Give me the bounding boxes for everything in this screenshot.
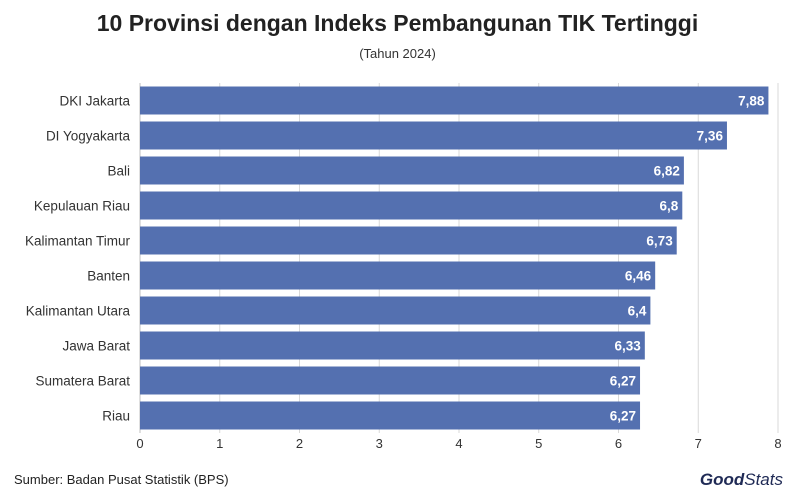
bar [140,296,651,325]
category-label: DI Yogyakarta [46,129,131,144]
x-tick-label: 1 [216,436,223,451]
category-label: Kepulauan Riau [34,199,130,214]
data-label: 6,46 [625,269,652,284]
data-label: 6,82 [654,164,680,179]
x-tick-label: 4 [455,436,462,451]
chart-subtitle: (Tahun 2024) [359,46,436,61]
category-label: Banten [87,269,130,284]
category-label: Sumatera Barat [35,374,130,389]
category-label: DKI Jakarta [59,94,130,109]
x-tick-label: 5 [535,436,542,451]
category-label: Bali [107,164,130,179]
data-label: 6,27 [610,374,636,389]
x-tick-label: 6 [615,436,622,451]
bar [140,121,727,150]
data-label: 6,27 [610,409,636,424]
category-label: Kalimantan Utara [26,304,131,319]
x-tick-label: 8 [774,436,781,451]
x-tick-label: 2 [296,436,303,451]
brand-logo-part1: Good [699,470,745,489]
chart-title: 10 Provinsi dengan Indeks Pembangunan TI… [96,10,699,36]
x-tick-label: 3 [376,436,383,451]
bar [140,261,656,290]
brand-logo-part2: Stats [744,470,783,489]
bar [140,366,641,395]
bar [140,401,641,430]
bar [140,156,684,185]
data-label: 6,4 [628,304,647,319]
bar [140,226,677,255]
data-label: 6,33 [615,339,642,354]
x-tick-label: 7 [695,436,702,451]
data-label: 6,73 [646,234,673,249]
category-label: Riau [102,409,130,424]
bar [140,191,683,220]
category-label: Jawa Barat [62,339,130,354]
bar [140,86,769,115]
category-label: Kalimantan Timur [25,234,131,249]
data-label: 7,36 [697,129,724,144]
data-label: 7,88 [738,94,765,109]
brand-logo: GoodStats [700,470,783,490]
bar [140,331,645,360]
data-label: 6,8 [660,199,679,214]
x-tick-label: 0 [136,436,143,451]
source-note: Sumber: Badan Pusat Statistik (BPS) [14,472,229,487]
